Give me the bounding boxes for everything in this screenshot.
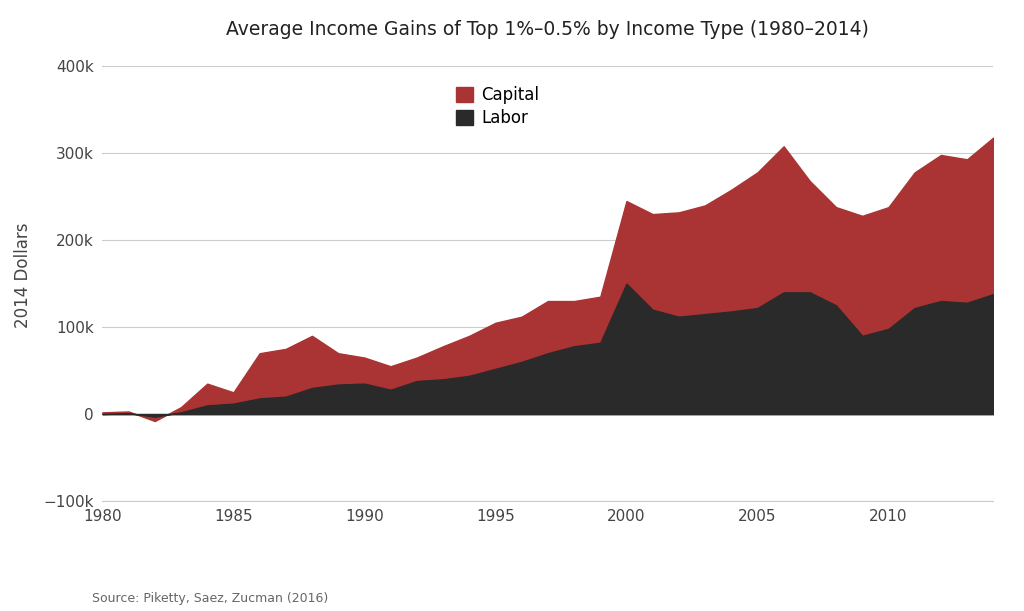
Y-axis label: 2014 Dollars: 2014 Dollars [14, 222, 33, 327]
Title: Average Income Gains of Top 1%–0.5% by Income Type (1980–2014): Average Income Gains of Top 1%–0.5% by I… [226, 20, 869, 39]
Legend: Capital, Labor: Capital, Labor [450, 80, 546, 134]
Text: Source: Piketty, Saez, Zucman (2016): Source: Piketty, Saez, Zucman (2016) [92, 592, 329, 605]
